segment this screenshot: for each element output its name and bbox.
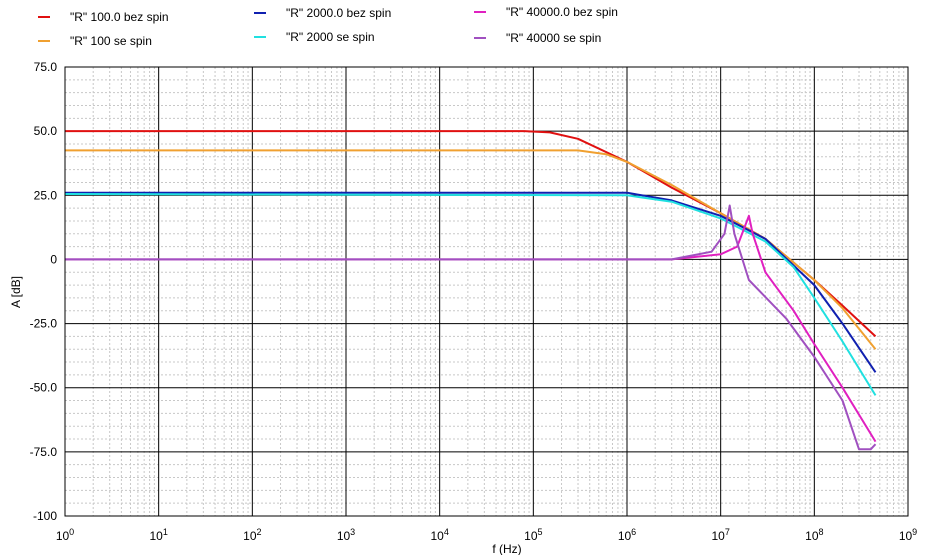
x-tick-label: 102	[243, 527, 261, 543]
y-tick-label: -75.0	[30, 445, 58, 459]
legend-entry: "R" 2000 se spin	[286, 30, 375, 44]
series-line-6	[65, 204, 877, 451]
legend-entry: "R" 100 se spin	[70, 34, 152, 48]
y-tick-label: 25.0	[34, 188, 58, 202]
y-tick-label: 0	[50, 252, 57, 266]
plot-border	[64, 66, 909, 517]
y-axis-ticks: 75.0 50.0 25.0 0 -25.0 -50.0 -75.0 -100	[30, 60, 58, 523]
x-tick-label: 101	[149, 527, 167, 543]
plot-area	[65, 67, 908, 516]
series-line-5	[65, 214, 877, 443]
y-tick-label: -50.0	[30, 381, 58, 395]
x-tick-label: 107	[711, 527, 729, 543]
x-tick-label: 106	[618, 527, 636, 543]
legend-entry: "R" 2000.0 bez spin	[286, 6, 391, 20]
x-tick-label: 100	[56, 527, 74, 543]
legend-entry: "R" 40000 se spin	[506, 31, 601, 45]
series-line-3	[65, 191, 877, 373]
y-tick-label: 75.0	[34, 60, 58, 74]
y-tick-label: -100	[33, 509, 57, 523]
y-tick-label: -25.0	[30, 317, 58, 331]
y-tick-label: 50.0	[34, 124, 58, 138]
x-tick-label: 109	[899, 527, 917, 543]
series-line-2	[65, 149, 877, 350]
major-grid	[65, 67, 908, 516]
x-tick-label: 103	[337, 527, 355, 543]
plot-background	[65, 67, 908, 516]
series-lines	[64, 130, 877, 451]
series-line-4	[64, 193, 877, 396]
y-axis-label: A [dB]	[9, 276, 23, 308]
x-axis-ticks: 100 101 102 103 104 105 106 107 108 109	[56, 527, 917, 543]
legend-entry: "R" 40000.0 bez spin	[506, 5, 618, 19]
x-tick-label: 108	[805, 527, 823, 543]
x-tick-label: 105	[524, 527, 542, 543]
x-axis-label: f (Hz)	[492, 542, 521, 555]
legend-entry: "R" 100.0 bez spin	[70, 10, 169, 24]
plot-frame	[64, 66, 909, 517]
legend: "R" 100.0 bez spin "R" 100 se spin "R" 200…	[38, 5, 618, 48]
x-tick-label: 104	[430, 527, 448, 543]
minor-grid	[65, 67, 908, 516]
